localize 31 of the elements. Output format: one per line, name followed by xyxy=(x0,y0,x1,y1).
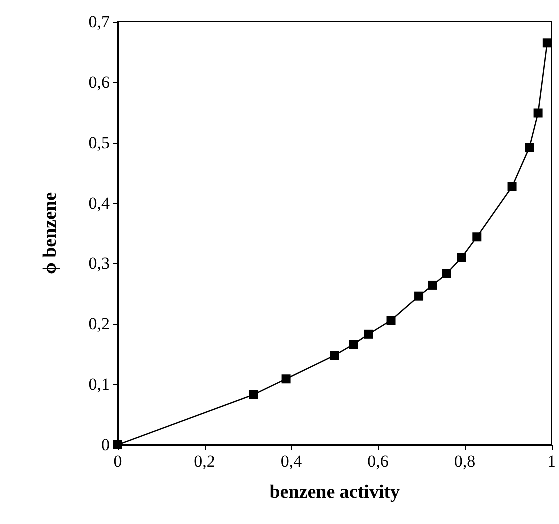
point xyxy=(442,269,452,278)
point xyxy=(428,280,438,290)
y-tick-label: 0,1 xyxy=(88,375,110,394)
x-tick-label: 0,2 xyxy=(194,452,216,471)
y-tick-label: 0,2 xyxy=(88,314,110,334)
x-tick-label: 0,8 xyxy=(454,452,476,471)
point xyxy=(542,38,552,48)
x-tick-label: 0 xyxy=(114,452,122,471)
x-tick-label: 0,6 xyxy=(368,452,389,471)
point xyxy=(414,292,424,301)
y-tick-label: 0,6 xyxy=(88,72,110,92)
point xyxy=(472,232,482,242)
point xyxy=(364,330,374,339)
point xyxy=(349,340,358,350)
y-axis-title: ϕ benzene xyxy=(40,192,61,275)
y-tick-label: 0,3 xyxy=(88,254,110,274)
y-tick-label: 0 xyxy=(102,436,110,454)
x-tick-label: 0,4 xyxy=(280,452,303,471)
point xyxy=(249,390,258,400)
point xyxy=(330,351,340,360)
point xyxy=(525,143,534,152)
point xyxy=(534,108,543,118)
point xyxy=(386,316,396,326)
point xyxy=(282,374,291,384)
x-tick-label: 1 xyxy=(548,452,556,471)
point xyxy=(457,253,466,262)
y-tick-label: 0,4 xyxy=(88,194,110,213)
point xyxy=(508,182,517,192)
y-tick-label: 0,7 xyxy=(88,12,110,32)
y-tick-label: 0,5 xyxy=(88,133,110,152)
x-axis-title: benzene activity xyxy=(270,482,401,503)
